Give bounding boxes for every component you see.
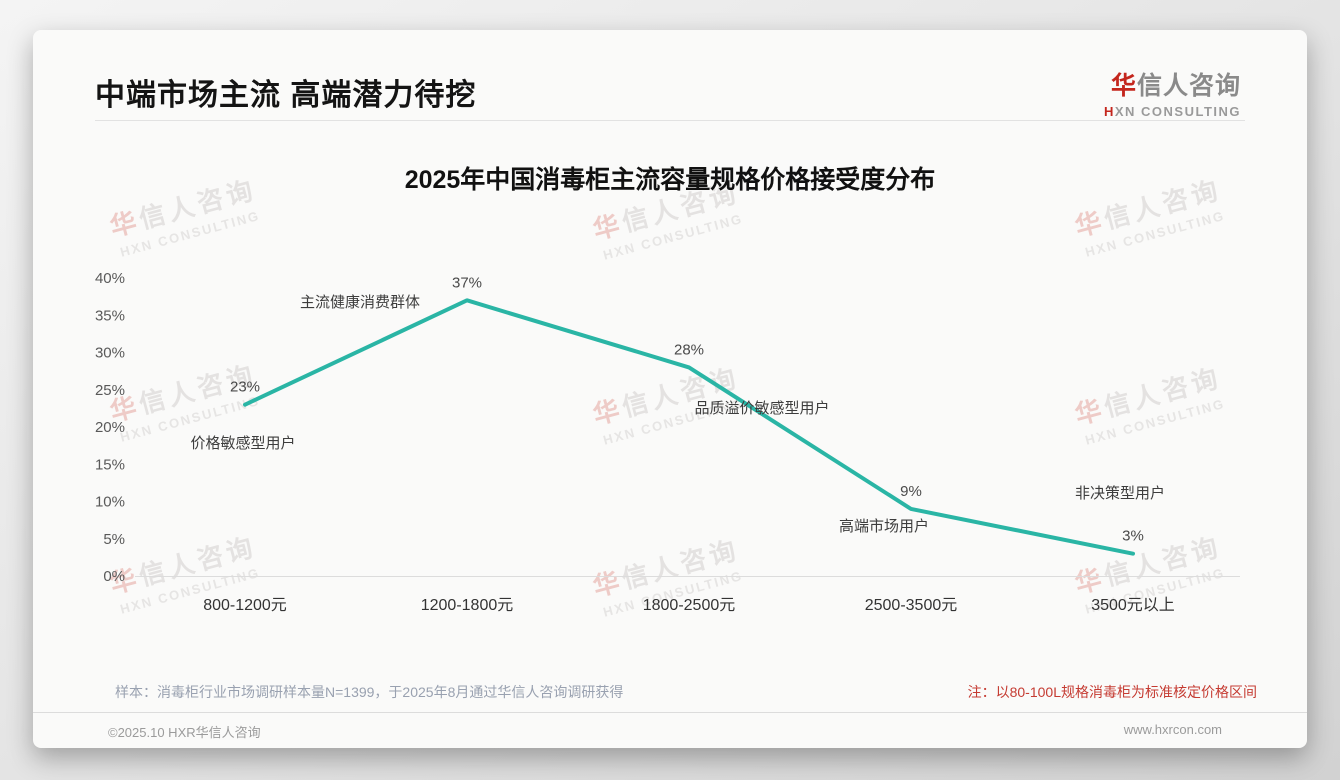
brand-tagline-accent: H (1103, 104, 1115, 119)
brand-name-rest: 信人咨询 (1136, 72, 1241, 100)
y-tick-label: 35% (95, 307, 125, 324)
category-label: 1200-1800元 (421, 597, 514, 614)
y-tick-label: 30% (95, 345, 125, 362)
trend-line (243, 298, 1135, 556)
annotation-label: 价格敏感型用户 (190, 435, 295, 452)
value-label: 3% (1122, 528, 1144, 545)
y-tick-label: 20% (95, 419, 125, 436)
notes-row: 样本：消毒柜行业市场调研样本量N=1399，于2025年8月通过华信人咨询调研获… (115, 682, 1257, 702)
brand-name-accent: 华 (1110, 72, 1137, 100)
brand-name: 华信人咨询 (1104, 66, 1241, 102)
footer-row: ©2025.10 HXR华信人咨询 www.hxrcon.com (108, 722, 1222, 741)
annotation-label: 高端市场用户 (839, 518, 929, 535)
header-divider (95, 120, 1245, 121)
annotation-label: 非决策型用户 (1075, 485, 1165, 502)
price-basis-note: 注：以80-100L规格消毒柜为标准核定价格区间 (967, 684, 1257, 700)
category-label: 3500元以上 (1091, 596, 1175, 614)
annotation-label: 主流健康消费群体 (300, 294, 420, 311)
sample-note: 样本：消毒柜行业市场调研样本量N=1399，于2025年8月通过华信人咨询调研获… (115, 684, 624, 700)
annotation-label: 品质溢价敏感型用户 (694, 400, 829, 417)
value-label: 9% (900, 483, 922, 500)
brand-logo: 华信人咨询 HXN CONSULTING (1104, 66, 1241, 119)
category-label: 2500-3500元 (865, 597, 958, 614)
category-label: 1800-2500元 (643, 597, 736, 614)
y-tick-label: 5% (103, 531, 125, 548)
slide-card: 华信人咨询 HXN CONSULTING 华信人咨询 HXN CONSULTING 华信… (33, 30, 1307, 748)
price-acceptance-line-chart: 0% 5% 10% 15% 20% 25% 30% 35% 40% 23% 37% 28% 9% 3% 价格… (95, 270, 1240, 614)
footer-divider (33, 712, 1307, 713)
y-tick-label: 25% (95, 382, 125, 399)
value-label: 23% (230, 379, 260, 396)
category-label: 800-1200元 (203, 597, 287, 614)
y-tick-label: 15% (95, 456, 125, 473)
y-tick-label: 10% (95, 494, 125, 511)
value-label: 37% (452, 274, 482, 291)
page-title: 中端市场主流 高端潜力待挖 (95, 79, 477, 112)
website-link[interactable]: www.hxrcon.com (1123, 722, 1222, 737)
chart-title: 2025年中国消毒柜主流容量规格价格接受度分布 (404, 166, 936, 194)
brand-tagline-rest: XN CONSULTING (1114, 104, 1241, 119)
value-label: 28% (674, 341, 704, 358)
copyright-text: ©2025.10 HXR华信人咨询 (108, 725, 261, 740)
brand-tagline: HXN CONSULTING (1104, 104, 1241, 119)
y-tick-label: 40% (95, 270, 125, 287)
y-tick-label: 0% (103, 568, 125, 585)
